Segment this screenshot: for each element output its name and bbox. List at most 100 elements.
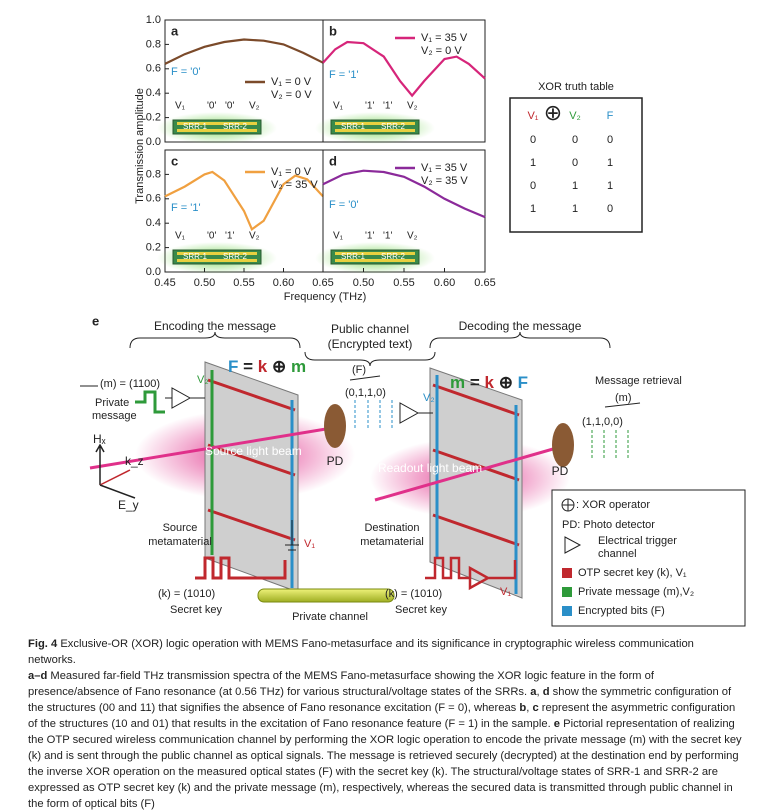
y-tick-label: 0.2	[146, 242, 161, 254]
m-label: (m)	[615, 392, 632, 404]
private-channel	[257, 588, 395, 603]
table-cell: 1	[572, 180, 578, 192]
brace	[304, 351, 436, 367]
caption-head: Fig. 4 Exclusive-OR (XOR) logic operatio…	[28, 636, 744, 668]
key-label: Secret key	[395, 604, 447, 616]
x-tick-label: 0.65	[312, 277, 333, 289]
panel-label: d	[329, 153, 337, 168]
legend-text: PD: Photo detector	[562, 519, 655, 531]
caption-text: represent the asymmetric configuration o…	[28, 702, 736, 730]
inset-srr: SRR-2	[223, 122, 248, 131]
table-body: 0 0 0 1 0 1 0 1 1 1 1 0	[530, 134, 613, 215]
eq-part: F	[518, 373, 528, 392]
pd-label: PD	[327, 454, 344, 468]
dest-metamaterial	[429, 367, 523, 599]
panel-label: b	[329, 23, 337, 38]
inset-strip	[177, 122, 257, 125]
inset-strip	[335, 129, 415, 132]
xor-icon	[562, 499, 574, 511]
table-cell: 1	[607, 180, 613, 192]
legend-text: : XOR operator	[576, 499, 650, 511]
inset-label: '0'	[225, 101, 234, 112]
section-title: Public channel	[331, 322, 409, 336]
message-label: message	[92, 410, 137, 422]
y-tick-label: 0.2	[146, 112, 161, 124]
inset-srr: SRR-2	[381, 252, 406, 261]
inset-label: '1'	[383, 101, 392, 112]
eq-part: =	[465, 373, 484, 392]
inset-label: '1'	[225, 231, 234, 242]
section-title: (Encrypted text)	[328, 337, 413, 351]
x-tick-label: 0.60	[273, 277, 294, 289]
caption-text: show the symmetric configuration of the …	[28, 686, 732, 714]
srr-bars	[207, 370, 296, 588]
section-title: Decoding the message	[459, 319, 582, 333]
y-tick-label: 0.6	[146, 63, 161, 75]
beam-label: Readout light beam	[378, 461, 482, 475]
curve	[164, 38, 324, 65]
meta-label: Source	[163, 522, 198, 534]
y-tick-label: 0.0	[146, 266, 161, 278]
meta-label: metamaterial	[360, 536, 424, 548]
eq-part: F	[228, 357, 238, 376]
inset-srr: SRR-1	[183, 252, 208, 261]
photodetector	[324, 404, 346, 448]
table-cell: 0	[530, 134, 536, 146]
brace	[129, 331, 301, 349]
brace	[429, 331, 611, 349]
x-tick-label: 0.50	[353, 277, 374, 289]
table-cell: 1	[607, 157, 613, 169]
legend-text: OTP secret key (k), V₁	[578, 567, 687, 579]
panel-label: c	[171, 153, 178, 168]
inset-label: '0'	[207, 231, 216, 242]
y-tick-label: 0.4	[146, 87, 161, 99]
legend-text: V₁ = 0 V	[271, 166, 312, 178]
photodetector	[552, 423, 574, 467]
pd-label: PD	[552, 464, 569, 478]
y-tick-label: 0.8	[146, 38, 161, 50]
m-bits: (1,1,0,0)	[582, 416, 623, 428]
caption-text: Measured far-field THz transmission spec…	[28, 670, 654, 698]
inset-label: '1'	[365, 231, 374, 242]
x-tick-label: 0.55	[393, 277, 414, 289]
y-tick-label: 0.8	[146, 168, 161, 180]
legend-text: V₁ = 35 V	[421, 32, 468, 44]
caption-bold: e	[553, 718, 561, 730]
key-label: Secret key	[170, 604, 222, 616]
buffer-icon	[564, 536, 582, 554]
legend-text: V₂ = 35 V	[271, 179, 318, 191]
square-wave	[195, 556, 287, 580]
caption-bold: c	[532, 702, 539, 714]
key-bits: (k) = (1010)	[158, 588, 215, 600]
axis-icon-label: E_y	[118, 498, 139, 512]
inset-srr: SRR-1	[341, 252, 366, 261]
eq-part: k	[258, 357, 268, 376]
caption-text: Pictorial representation of realizing th…	[28, 718, 742, 810]
legend-text: V₁ = 35 V	[421, 162, 468, 174]
bit-lines	[591, 430, 629, 460]
y-tick-label: 0.4	[146, 217, 161, 229]
retrieval-label: Message retrieval	[595, 375, 682, 387]
legend-swatch	[562, 606, 572, 616]
inset-srr: SRR-1	[341, 122, 366, 131]
state-label: F = '0'	[171, 66, 201, 78]
beam-label: Source light beam	[205, 444, 302, 458]
y-axis-label: Transmission amplitude	[134, 88, 146, 204]
channel-label: Private channel	[292, 611, 368, 623]
table-box	[509, 97, 643, 233]
f-label: (F)	[352, 364, 366, 376]
eq-part: ⊕	[267, 357, 291, 376]
inset-label: V₁	[175, 231, 186, 242]
inset-label: '1'	[383, 231, 392, 242]
voltage-label: V₁	[304, 538, 315, 550]
table-header: ⊕	[544, 100, 562, 125]
inset-label: '0'	[207, 101, 216, 112]
x-axis-label: Frequency (THz)	[284, 291, 367, 303]
state-label: F = '1'	[329, 69, 359, 81]
srr-bars	[432, 375, 520, 594]
inset-label: V₁	[333, 231, 344, 242]
voltage-label: V₂	[197, 374, 209, 386]
inset-srr: SRR-2	[223, 252, 248, 261]
axes-icon	[95, 443, 136, 499]
legend-swatch	[562, 587, 572, 597]
